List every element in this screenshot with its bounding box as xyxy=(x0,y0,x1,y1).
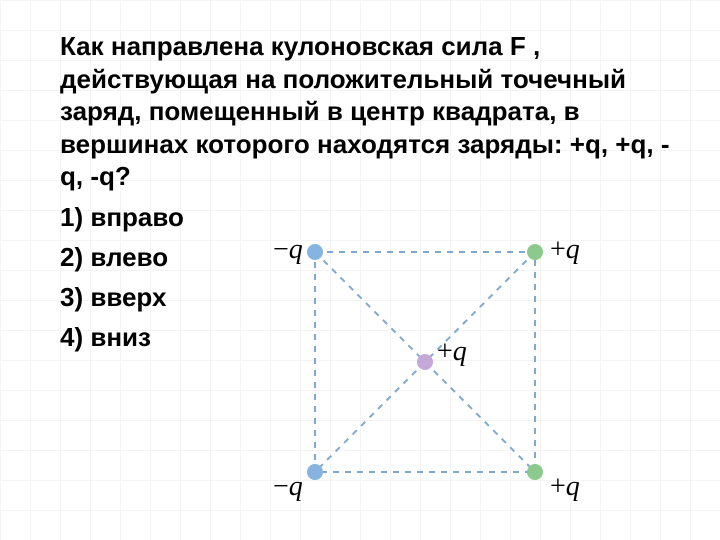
label-bottom-left: −q xyxy=(273,473,303,501)
label-center: +q xyxy=(437,338,467,366)
label-top-right: +q xyxy=(550,236,580,264)
option-1: 1) вправо xyxy=(60,197,690,237)
charge-center-dot xyxy=(417,354,433,370)
diagram: −q +q −q +q +q xyxy=(275,238,635,508)
label-bottom-right: +q xyxy=(550,473,580,501)
label-top-left: −q xyxy=(273,236,303,264)
charge-bottom-right-dot xyxy=(527,464,543,480)
question-text: Как направлена кулоновская сила F , дейс… xyxy=(60,30,680,193)
charge-top-left-dot xyxy=(307,244,323,260)
charge-top-right-dot xyxy=(527,244,543,260)
diagram-svg xyxy=(275,238,635,508)
charge-bottom-left-dot xyxy=(307,464,323,480)
